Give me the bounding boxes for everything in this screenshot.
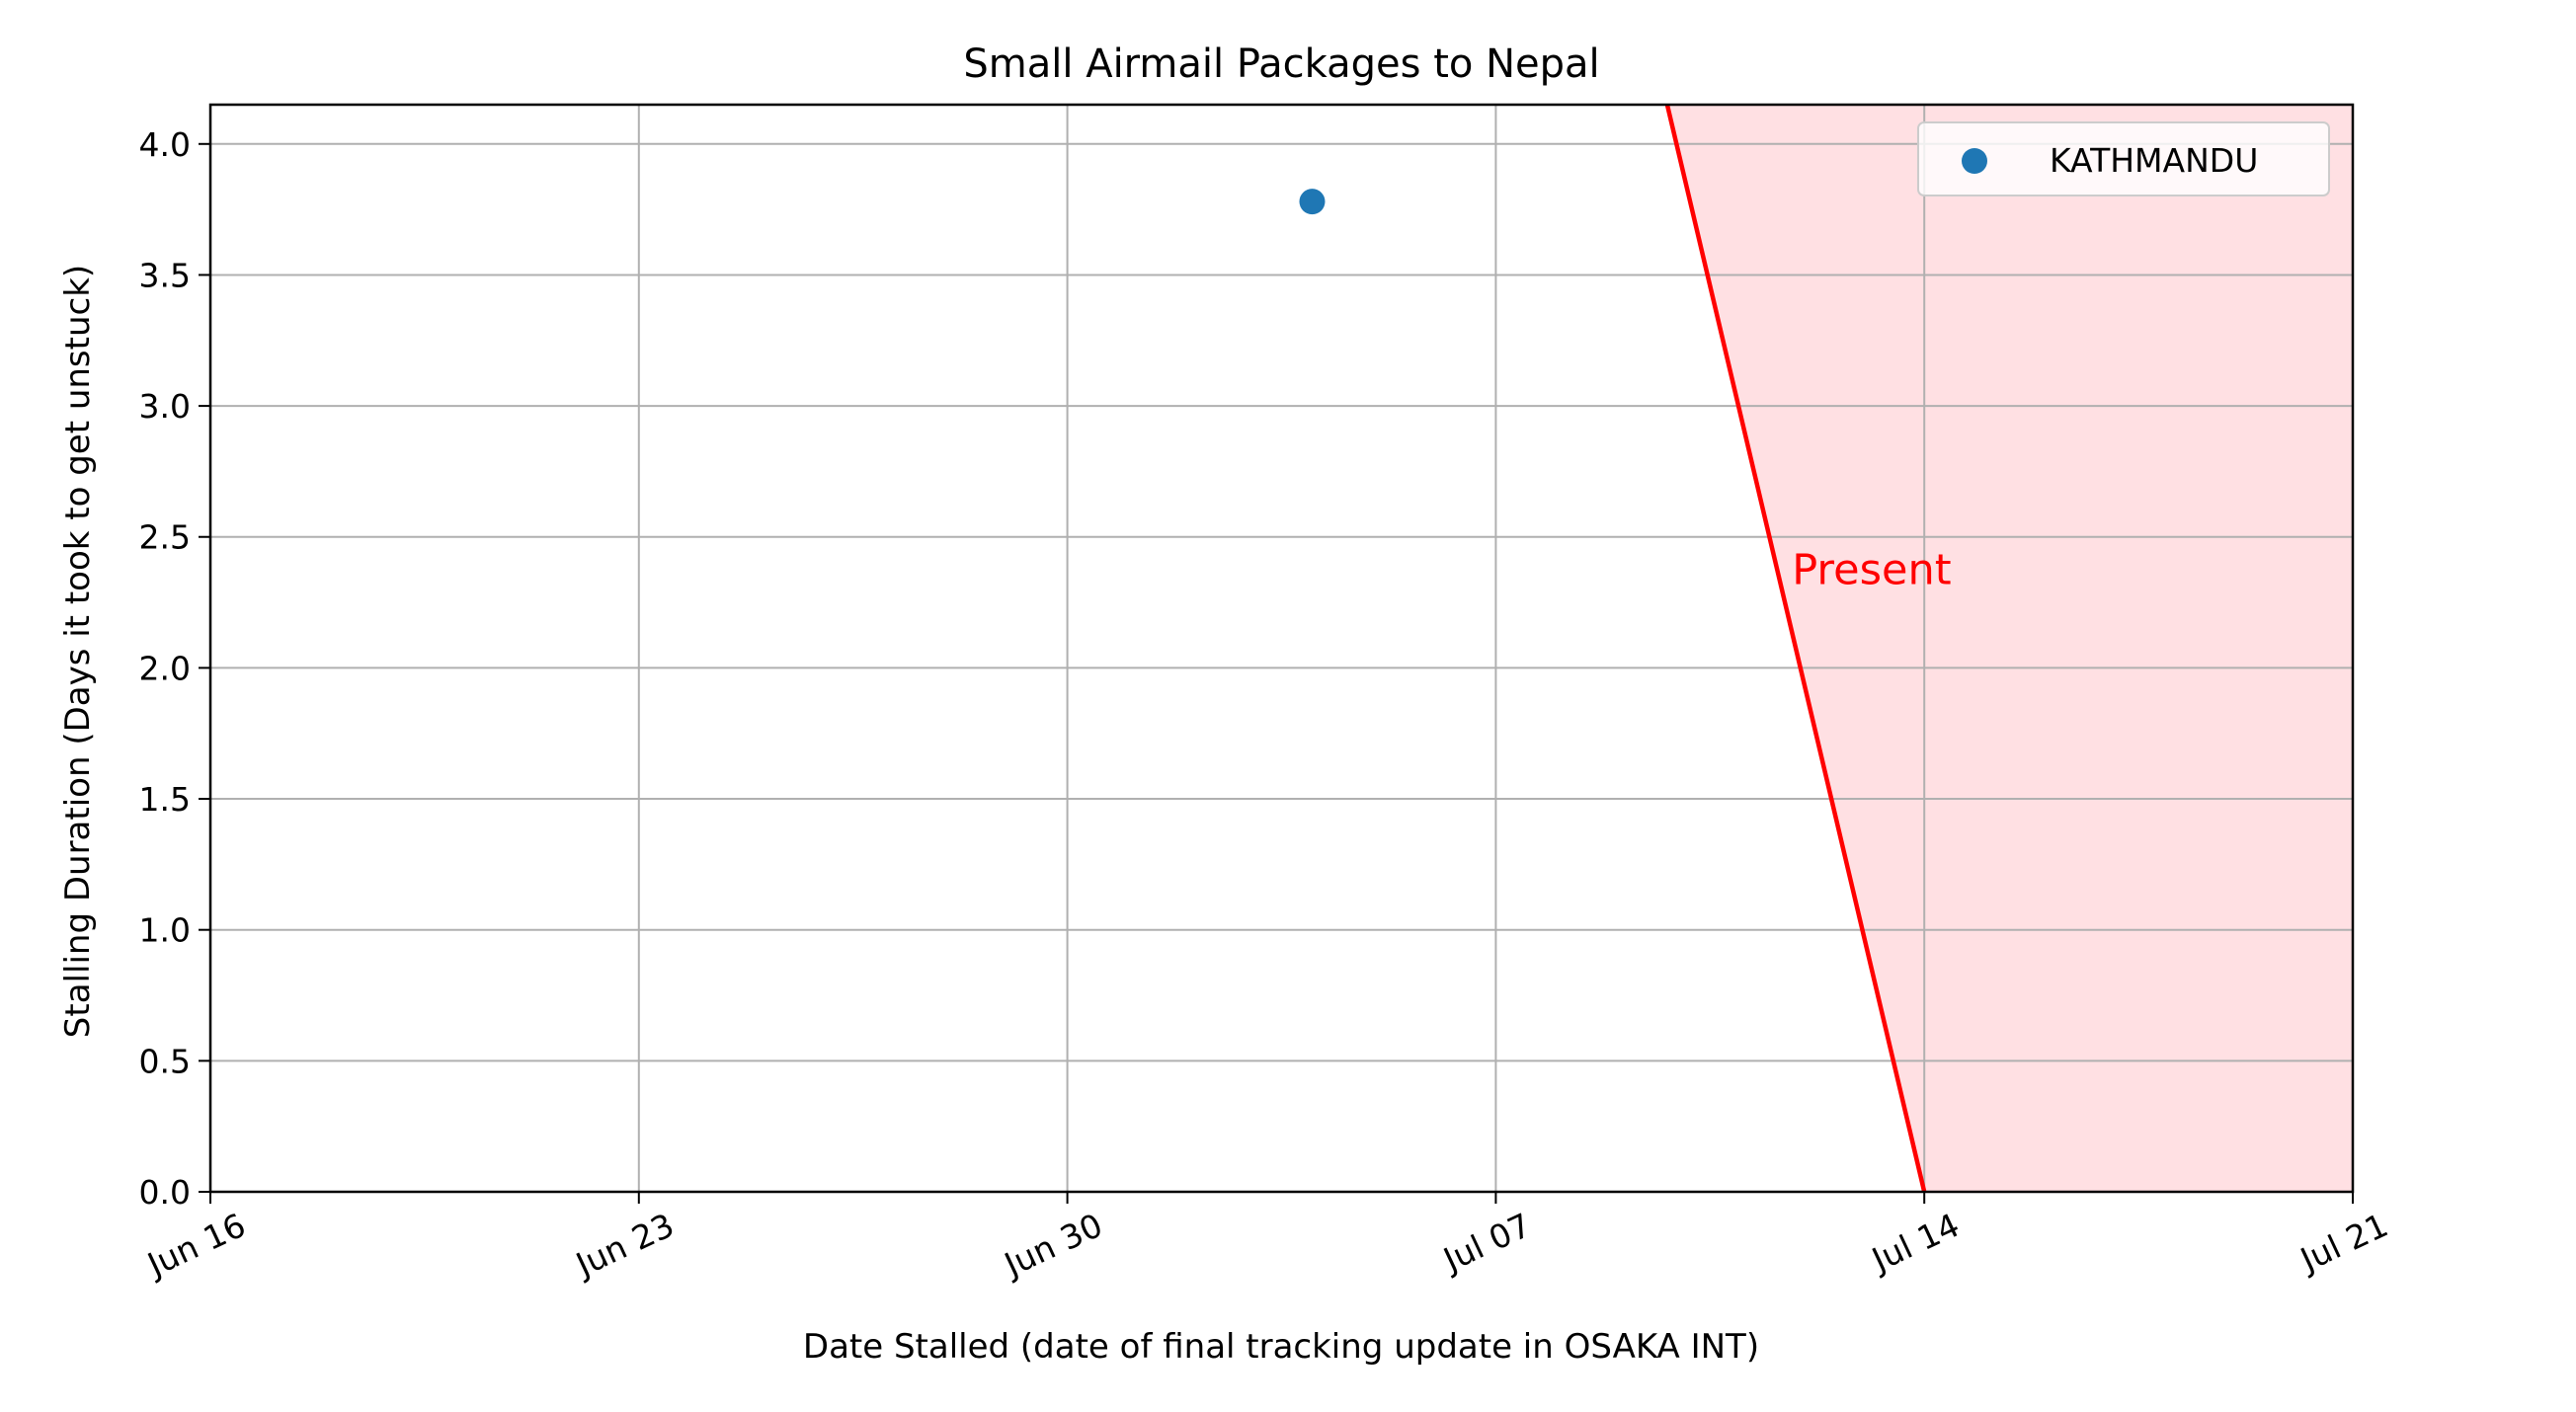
y-tick-label: 3.0 xyxy=(139,387,191,426)
present-line-layer xyxy=(1664,104,1927,1193)
y-tick-label: 2.5 xyxy=(139,518,191,557)
present-shaded-region-layer xyxy=(1666,105,2353,1192)
y-tick-label: 0.0 xyxy=(139,1173,191,1212)
present-shaded-region xyxy=(1666,105,2353,1192)
axes-frame-layer xyxy=(208,103,2355,1194)
legend-label-kathmandu: KATHMANDU xyxy=(2050,141,2258,180)
y-tick-label: 1.0 xyxy=(139,911,191,950)
y-tick-label: 2.0 xyxy=(139,649,191,687)
y-tick-label: 1.5 xyxy=(139,780,191,819)
y-tick-label: 4.0 xyxy=(139,125,191,164)
axes-frame xyxy=(208,103,2355,1194)
y-axis-label: Stalling Duration (Days it took to get u… xyxy=(58,265,98,1038)
legend-marker-kathmandu xyxy=(1962,148,1987,174)
x-axis-label: Date Stalled (date of final tracking upd… xyxy=(803,1327,1759,1367)
legend-box xyxy=(1917,121,2330,196)
scatter-points-layer xyxy=(1299,189,1326,215)
chart-title: Small Airmail Packages to Nepal xyxy=(963,41,1599,87)
present-line xyxy=(1664,104,1927,1193)
legend: KATHMANDU xyxy=(1917,121,2330,196)
data-point-kathmandu xyxy=(1299,189,1326,215)
present-annotation: Present xyxy=(1792,546,1951,595)
y-tick-label: 3.5 xyxy=(139,256,191,294)
y-tick-label: 0.5 xyxy=(139,1042,191,1080)
